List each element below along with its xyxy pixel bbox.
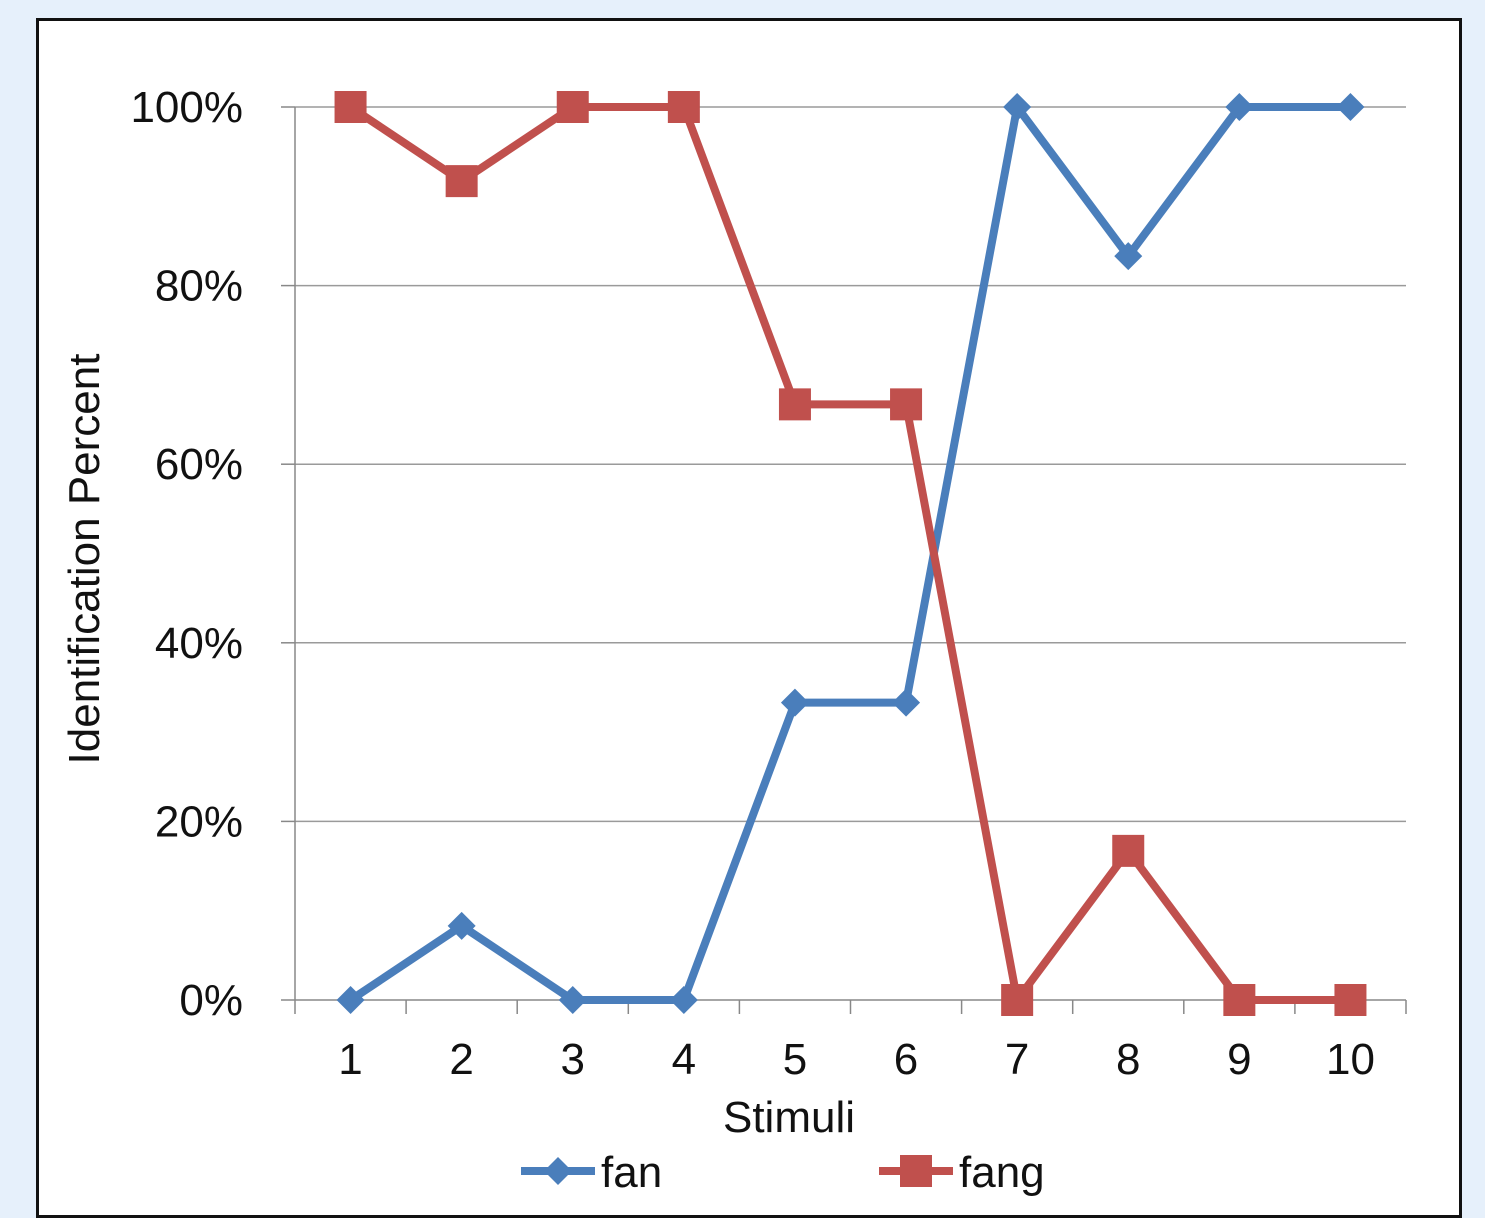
chart-frame: 0% 20% 40% 60% 80% 100% 1 2 3 4 5 6 7 8 9 10 Identific… — [36, 18, 1462, 1218]
legend-item-fang: fang — [879, 1148, 1045, 1197]
x-tick-label: 10 — [1326, 1035, 1375, 1084]
data-point-fang — [1223, 984, 1256, 1016]
data-point-fan — [447, 911, 476, 940]
legend-label: fang — [959, 1148, 1045, 1197]
data-point-fan — [1003, 93, 1032, 121]
data-point-fang — [890, 388, 923, 421]
data-point-fang — [1001, 984, 1034, 1016]
series-fang — [334, 91, 1367, 1016]
x-tick-label: 7 — [1005, 1035, 1029, 1084]
legend-item-fan: fan — [521, 1148, 662, 1197]
data-point-fan — [780, 688, 809, 717]
y-tick-label: 20% — [155, 797, 243, 846]
y-axis-title: Identification Percent — [60, 354, 109, 765]
x-tick-label: 6 — [894, 1035, 918, 1084]
series-line-fang — [348, 103, 1351, 1004]
data-point-fang — [556, 91, 589, 123]
x-tick-label: 5 — [783, 1035, 807, 1084]
y-tick-label: 60% — [155, 440, 243, 489]
legend-label: fan — [601, 1148, 662, 1197]
gridlines — [295, 106, 1406, 823]
legend-marker-fan — [544, 1157, 572, 1185]
x-tick-label: 4 — [672, 1035, 696, 1084]
data-point-fang — [1334, 984, 1367, 1016]
series-fan — [336, 93, 1365, 1014]
x-tick-label: 1 — [338, 1035, 362, 1084]
data-point-fang — [1112, 834, 1145, 867]
data-point-fan — [336, 986, 365, 1014]
data-point-fang — [778, 388, 811, 421]
data-point-fan — [1225, 93, 1254, 121]
line-chart: 0% 20% 40% 60% 80% 100% 1 2 3 4 5 6 7 8 9 10 Identific… — [60, 83, 1407, 1197]
x-tick-label: 9 — [1227, 1035, 1251, 1084]
data-point-fan — [892, 688, 921, 717]
x-tick-label: 3 — [561, 1035, 585, 1084]
axes — [281, 106, 1407, 1014]
y-tick-label: 40% — [155, 619, 243, 668]
y-tick-label: 100% — [130, 83, 243, 132]
x-tick-label: 2 — [449, 1035, 473, 1084]
x-tick-label: 8 — [1116, 1035, 1140, 1084]
data-point-fan — [558, 986, 587, 1014]
y-tick-label: 0% — [179, 976, 243, 1025]
x-tick-labels: 1 2 3 4 5 6 7 8 9 10 — [338, 1035, 1375, 1084]
series-line-fan — [348, 103, 1351, 1004]
data-point-fan — [1114, 242, 1143, 271]
legend-marker-fang — [900, 1155, 932, 1187]
legend: fan fang — [521, 1148, 1045, 1197]
y-tick-labels: 0% 20% 40% 60% 80% 100% — [130, 83, 243, 1025]
data-point-fang — [334, 91, 367, 123]
series — [334, 91, 1367, 1016]
data-point-fang — [445, 165, 478, 198]
x-axis-title: Stimuli — [723, 1093, 855, 1142]
data-point-fang — [667, 91, 700, 123]
data-point-fan — [1336, 93, 1365, 121]
data-point-fan — [669, 986, 698, 1014]
y-tick-label: 80% — [155, 262, 243, 311]
